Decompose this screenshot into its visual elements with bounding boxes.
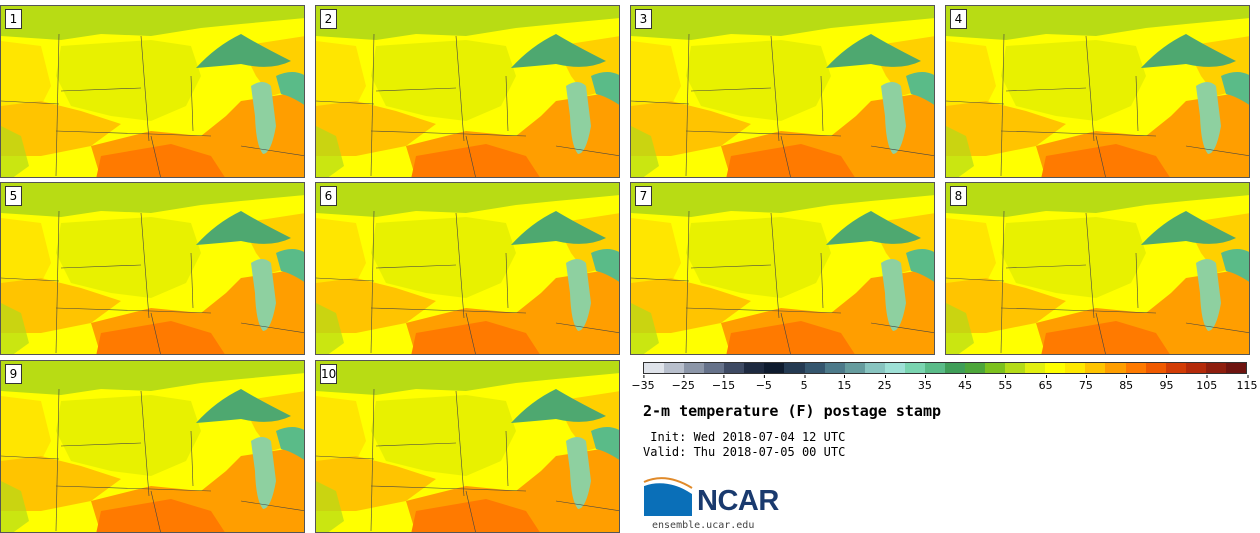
colorbar-swatch <box>704 363 725 373</box>
colorbar-tick-label: 75 <box>1078 375 1093 392</box>
colorbar-swatch <box>764 363 785 373</box>
init-time: Init: Wed 2018-07-04 12 UTC <box>643 430 846 444</box>
colorbar-swatch <box>1145 363 1166 373</box>
colorbar-tick-label: 5 <box>800 375 808 392</box>
website-url: ensemble.ucar.edu <box>652 520 755 531</box>
colorbar-swatch <box>904 363 925 373</box>
colorbar-tick-label: 55 <box>998 375 1013 392</box>
valid-time: Valid: Thu 2018-07-05 00 UTC <box>643 445 846 459</box>
colorbar-swatch <box>965 363 986 373</box>
colorbar-swatch <box>864 363 885 373</box>
panel-number: 5 <box>5 186 22 206</box>
forecast-panel-5: 5 <box>0 182 305 355</box>
ncar-logo-text: NCAR <box>697 485 779 517</box>
colorbar-swatch <box>784 363 805 373</box>
colorbar-swatch <box>1085 363 1106 373</box>
colorbar-tick-label: 95 <box>1159 375 1174 392</box>
colorbar-swatch <box>644 363 665 373</box>
ncar-logo <box>643 477 693 516</box>
panel-number: 8 <box>950 186 967 206</box>
colorbar-tick-label: −15 <box>711 375 736 392</box>
forecast-panel-1: 1 <box>0 5 305 178</box>
colorbar-swatch <box>1225 363 1246 373</box>
forecast-panel-9: 9 <box>0 360 305 533</box>
forecast-panel-10: 10 <box>315 360 620 533</box>
colorbar-swatch <box>664 363 685 373</box>
panel-number: 6 <box>320 186 337 206</box>
panel-number: 4 <box>950 9 967 29</box>
colorbar-tick-label: 35 <box>917 375 932 392</box>
colorbar-tick-label: −35 <box>631 375 655 392</box>
colorbar-swatch <box>744 363 765 373</box>
colorbar-swatch <box>684 363 705 373</box>
colorbar-swatch <box>944 363 965 373</box>
colorbar-tick-label: 85 <box>1119 375 1134 392</box>
panel-number: 10 <box>320 364 337 384</box>
colorbar-tick-label: 25 <box>877 375 892 392</box>
colorbar-tick-label: 115 <box>1236 375 1258 392</box>
colorbar-swatch <box>804 363 825 373</box>
forecast-panel-4: 4 <box>945 5 1250 178</box>
panel-number: 7 <box>635 186 652 206</box>
figure-title: 2-m temperature (F) postage stamp <box>643 402 942 420</box>
colorbar-tick-label: −5 <box>755 375 772 392</box>
panel-number: 2 <box>320 9 337 29</box>
colorbar-swatch <box>1185 363 1206 373</box>
colorbar-swatch <box>1205 363 1226 373</box>
forecast-panel-7: 7 <box>630 182 935 355</box>
colorbar-swatch <box>1105 363 1126 373</box>
forecast-panel-8: 8 <box>945 182 1250 355</box>
colorbar-swatch <box>724 363 745 373</box>
panel-number: 3 <box>635 9 652 29</box>
colorbar-tick-label: 105 <box>1196 375 1218 392</box>
panel-number: 1 <box>5 9 22 29</box>
panel-number: 9 <box>5 364 22 384</box>
forecast-panel-3: 3 <box>630 5 935 178</box>
colorbar-swatch <box>1045 363 1066 373</box>
colorbar-tick-label: 15 <box>837 375 852 392</box>
colorbar-swatch <box>1125 363 1146 373</box>
colorbar-swatch <box>844 363 865 373</box>
colorbar-swatch <box>824 363 845 373</box>
colorbar-swatch <box>1165 363 1186 373</box>
colorbar-swatch <box>1065 363 1086 373</box>
colorbar-tick-label: 45 <box>958 375 973 392</box>
forecast-panel-2: 2 <box>315 5 620 178</box>
temperature-colorbar <box>643 362 1247 374</box>
colorbar-swatch <box>985 363 1006 373</box>
forecast-panel-6: 6 <box>315 182 620 355</box>
colorbar-swatch <box>1025 363 1046 373</box>
colorbar-tick-label: 65 <box>1038 375 1053 392</box>
colorbar-swatch <box>1005 363 1026 373</box>
colorbar-tick-label: −25 <box>671 375 695 392</box>
colorbar-swatch <box>924 363 945 373</box>
colorbar-ticks: −35 −25 −15 −5 5 15 25 35 45 55 65 75 85 95 105 115 <box>631 375 1258 393</box>
colorbar-swatch <box>884 363 905 373</box>
